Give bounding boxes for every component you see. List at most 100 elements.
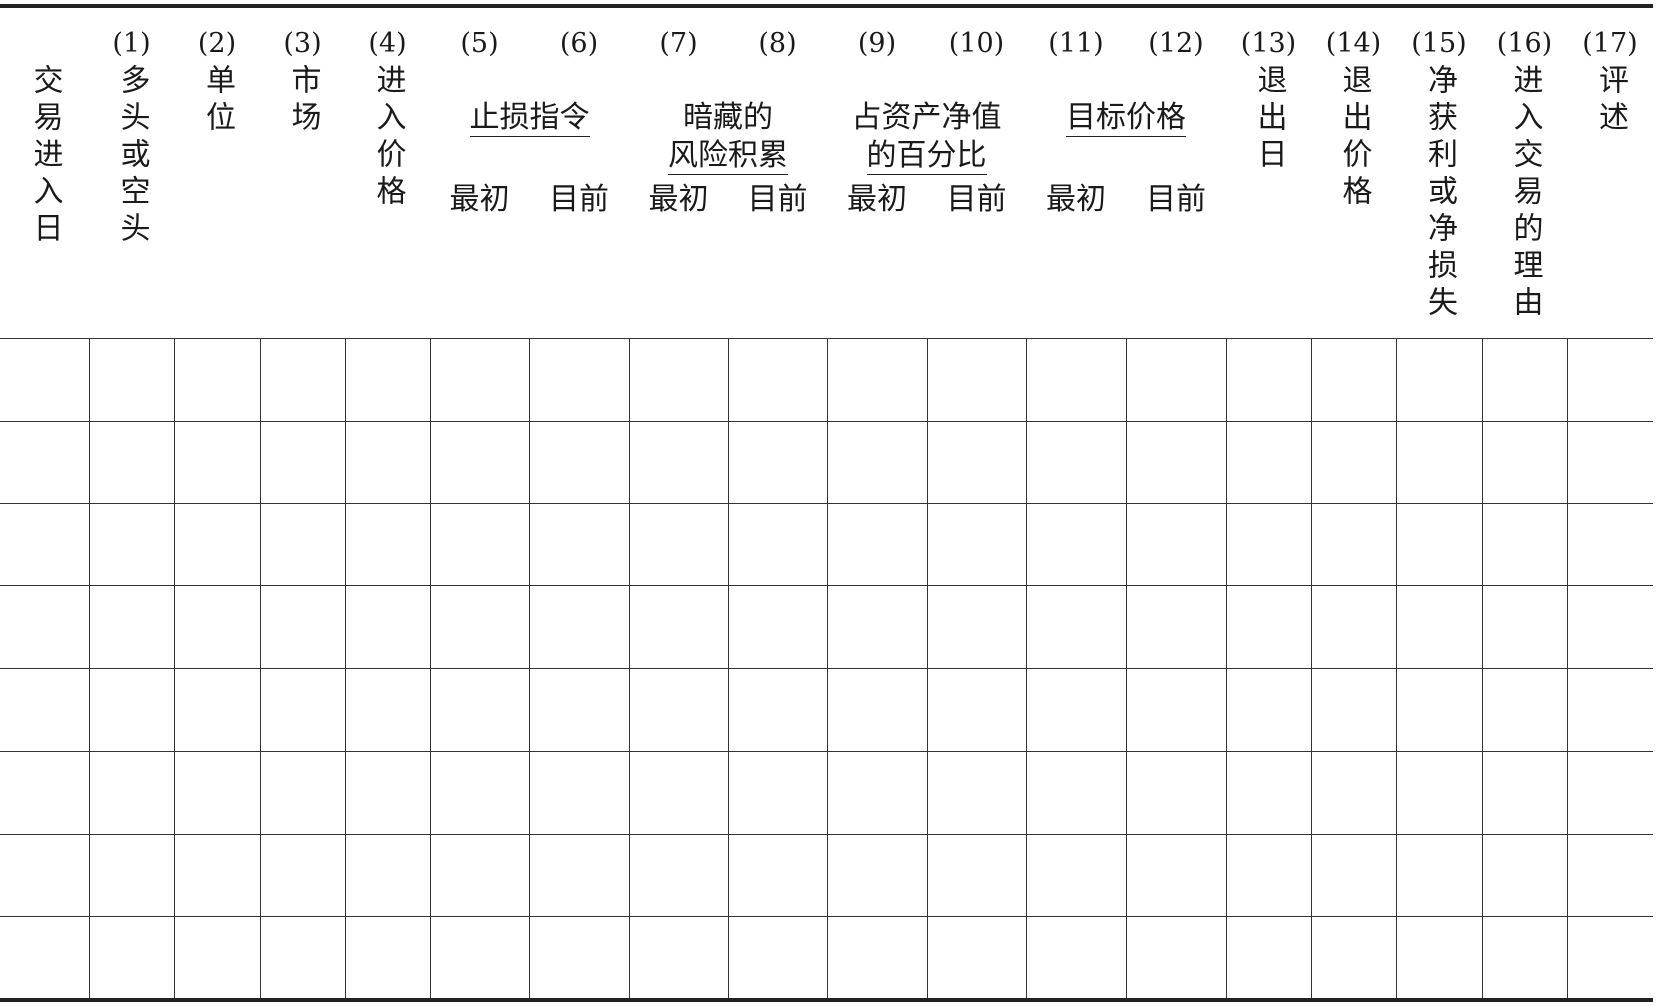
table-cell xyxy=(629,916,728,1000)
table-cell xyxy=(1126,668,1226,751)
table-cell xyxy=(1026,668,1126,751)
table-cell xyxy=(827,668,927,751)
table-cell xyxy=(0,585,89,668)
column-number: (16) xyxy=(1496,28,1553,59)
table-cell xyxy=(0,668,89,751)
table-cell xyxy=(1396,916,1482,1000)
table-cell xyxy=(1311,916,1396,1000)
table-cell xyxy=(1396,503,1482,585)
table-cell xyxy=(1126,421,1226,503)
column-header-label: 净获利或净损失 xyxy=(1422,64,1457,323)
table-cell xyxy=(1567,421,1653,503)
column-number: (12) xyxy=(1148,28,1204,59)
subheader-initial: 最初 xyxy=(1046,182,1106,217)
table-cell xyxy=(174,421,260,503)
table-cell xyxy=(629,834,728,916)
table-cell xyxy=(1226,916,1311,1000)
table-cell xyxy=(728,585,827,668)
table-cell xyxy=(728,421,827,503)
table-cell xyxy=(345,421,430,503)
table-cell xyxy=(1567,916,1653,1000)
table-cell xyxy=(1567,338,1653,421)
table-cell xyxy=(529,916,629,1000)
table-cell xyxy=(629,751,728,834)
table-cell xyxy=(430,834,529,916)
group-title: 止损指令 xyxy=(469,100,590,137)
table-cell xyxy=(1482,338,1567,421)
table-cell xyxy=(1026,834,1126,916)
table-cell xyxy=(1396,751,1482,834)
column-number: (4) xyxy=(368,28,407,59)
table-cell xyxy=(430,585,529,668)
table-cell xyxy=(827,585,927,668)
group-title: 占资产净值 xyxy=(851,100,1002,135)
column-header-label: 进入价格 xyxy=(370,64,406,212)
group-title-underlined: 风险积累 xyxy=(668,137,788,175)
table-cell xyxy=(1567,585,1653,668)
table-cell xyxy=(345,668,430,751)
table-cell xyxy=(1396,338,1482,421)
table-cell xyxy=(0,503,89,585)
group-title-underlined: 目标价格 xyxy=(1066,99,1186,137)
table-cell xyxy=(1026,338,1126,421)
column-number: (6) xyxy=(559,28,599,59)
column-header-label: 退出价格 xyxy=(1336,64,1372,212)
table-cell xyxy=(89,585,174,668)
subheader-current: 目前 xyxy=(549,182,609,217)
table-cell xyxy=(1226,751,1311,834)
table-cell xyxy=(1026,916,1126,1000)
table-cell xyxy=(529,421,629,503)
table-cell xyxy=(927,916,1026,1000)
subheader-initial: 最初 xyxy=(648,182,709,217)
group-title: 暗藏的 xyxy=(683,100,773,135)
table-cell xyxy=(1311,503,1396,585)
table-cell xyxy=(260,668,345,751)
table-cell xyxy=(1226,338,1311,421)
column-header-label: 单位 xyxy=(200,64,235,138)
table-cell xyxy=(174,585,260,668)
table-cell xyxy=(430,916,529,1000)
table-cell xyxy=(89,834,174,916)
table-cell xyxy=(1396,585,1482,668)
table-cell xyxy=(927,751,1026,834)
table-cell xyxy=(827,834,927,916)
table-cell xyxy=(1396,668,1482,751)
table-cell xyxy=(927,338,1026,421)
table-cell xyxy=(174,503,260,585)
table-cell xyxy=(629,668,728,751)
table-cell xyxy=(1311,834,1396,916)
table-cell xyxy=(260,916,345,1000)
column-number: (11) xyxy=(1048,28,1104,59)
table-cell xyxy=(1126,585,1226,668)
table-cell xyxy=(1226,585,1311,668)
table-cell xyxy=(1026,751,1126,834)
table-cell xyxy=(1226,503,1311,585)
group-title-underlined: 的百分比 xyxy=(866,137,987,175)
table-cell xyxy=(927,585,1026,668)
table-cell xyxy=(174,751,260,834)
bottom-rule xyxy=(0,998,1653,1002)
group-title-underlined: 止损指令 xyxy=(469,99,590,137)
table-cell xyxy=(430,338,529,421)
table-cell xyxy=(1226,421,1311,503)
column-header-label: 多头或空头 xyxy=(114,64,150,249)
column-number: (10) xyxy=(948,28,1005,59)
column-number: (14) xyxy=(1325,28,1382,59)
table-cell xyxy=(1311,751,1396,834)
table-cell xyxy=(430,503,529,585)
table-cell xyxy=(89,421,174,503)
table-cell xyxy=(430,668,529,751)
column-header-label: 进入交易的理由 xyxy=(1507,64,1543,323)
table-cell xyxy=(89,668,174,751)
table-cell xyxy=(1482,751,1567,834)
table-cell xyxy=(1567,503,1653,585)
table-cell xyxy=(927,834,1026,916)
group-title-line2: 的百分比 xyxy=(866,138,987,175)
column-number: (13) xyxy=(1240,28,1297,59)
table-cell xyxy=(260,338,345,421)
table-cell xyxy=(728,751,827,834)
column-number: (1) xyxy=(112,28,151,59)
table-cell xyxy=(827,751,927,834)
table-cell xyxy=(89,751,174,834)
table-cell xyxy=(0,916,89,1000)
